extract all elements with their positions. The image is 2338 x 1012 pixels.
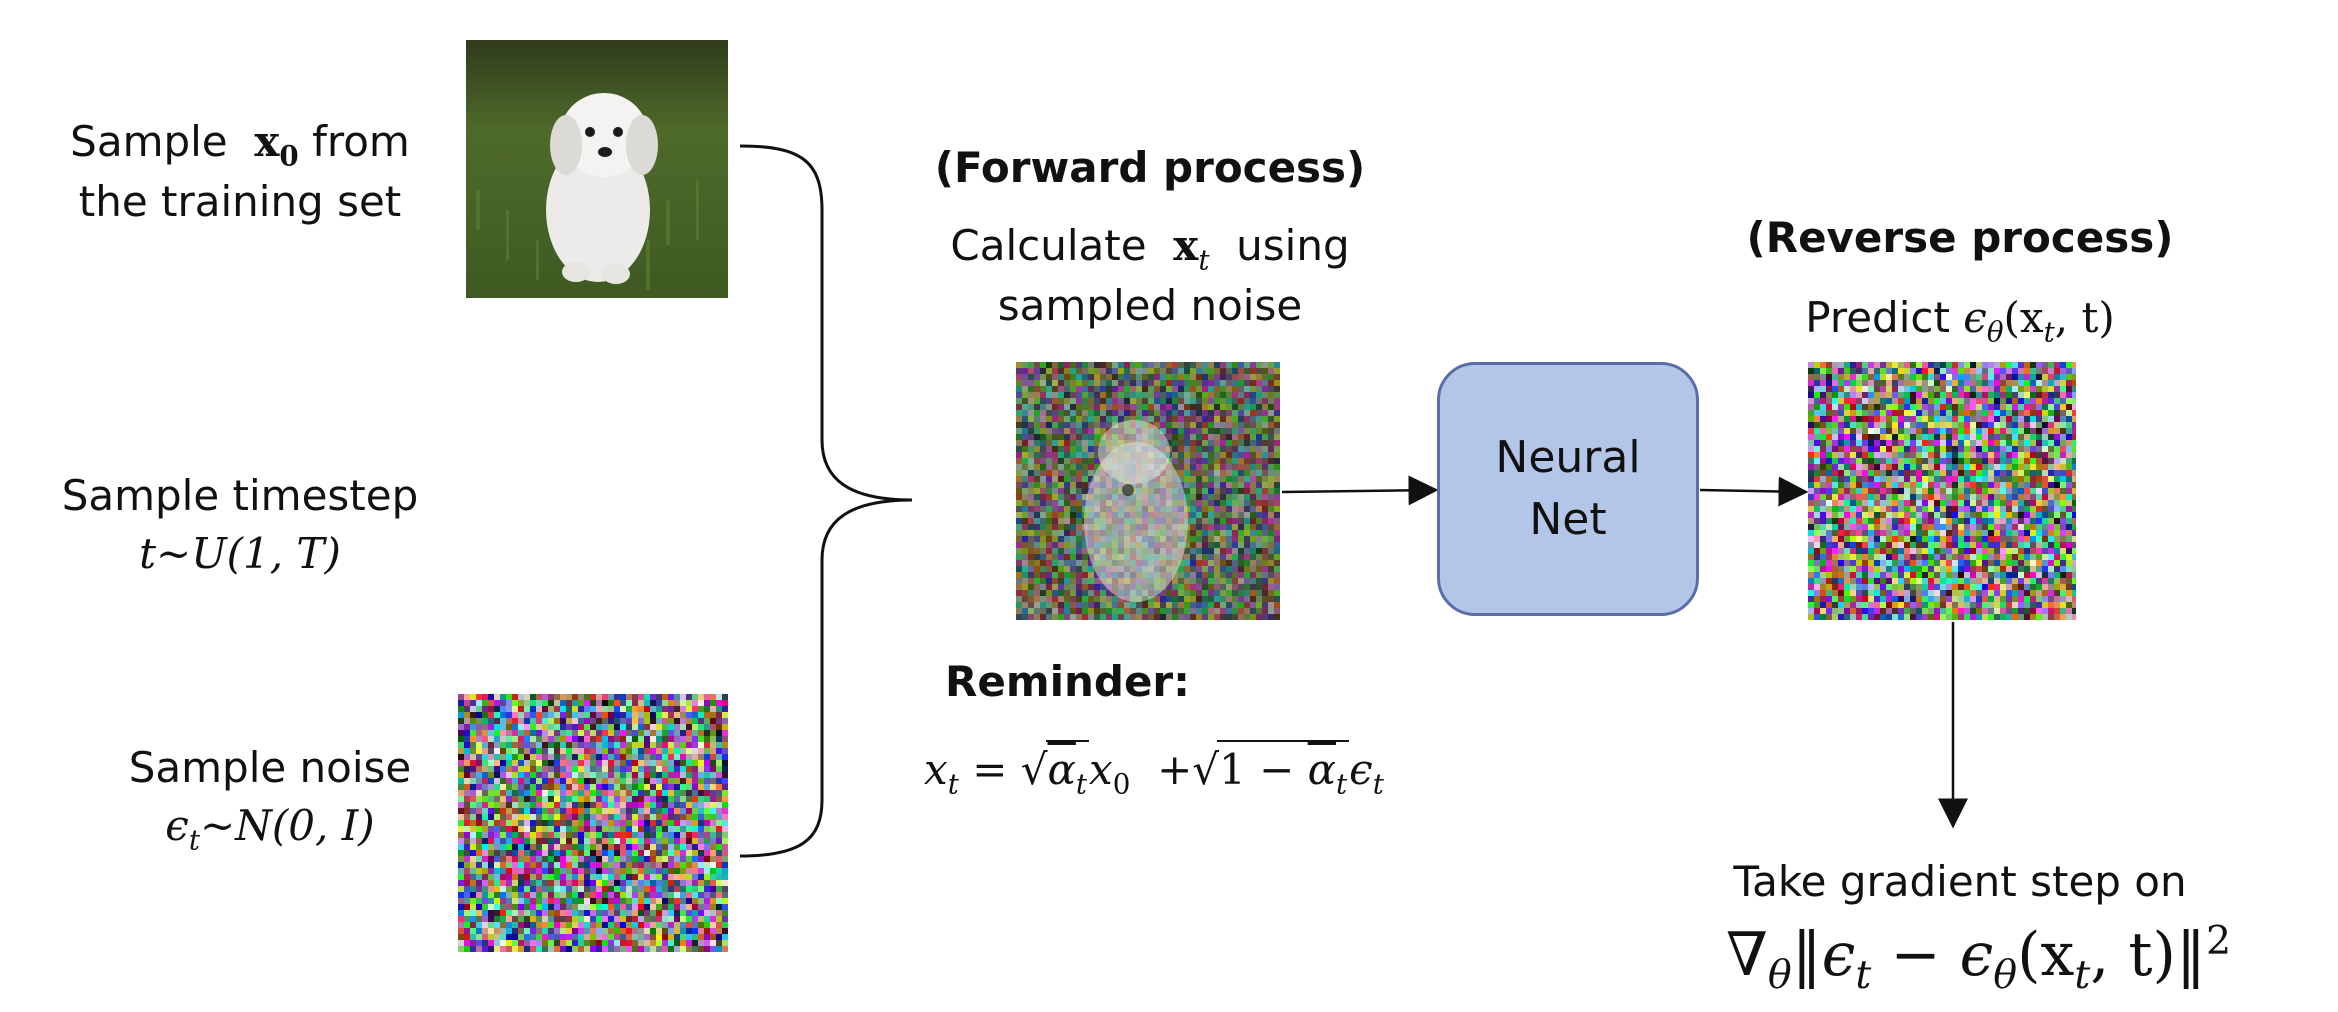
gradient-label: Take gradient step on xyxy=(1733,857,2187,906)
forward-process-heading: (Forward process) xyxy=(934,143,1366,192)
sample-timestep-label: Sample timestep t~U(1, T) xyxy=(40,466,440,582)
reverse-process-heading: (Reverse process) xyxy=(1746,213,2174,262)
dog-photo-image xyxy=(466,40,728,298)
neural-net-box: Neural Net xyxy=(1437,362,1699,616)
reminder-heading: Reminder: xyxy=(945,657,1190,706)
noise-left-canvas xyxy=(458,694,728,952)
neural-net-label: Neural Net xyxy=(1495,432,1641,545)
noisy-dog-canvas xyxy=(1016,362,1280,620)
noise-right-canvas xyxy=(1808,362,2076,620)
gaussian-noise-image xyxy=(458,694,728,952)
arrow-to-prediction xyxy=(1699,476,1809,507)
predicted-noise-image xyxy=(1808,362,2076,620)
forward-calc-label: Calculate xt using sampled noise xyxy=(950,221,1350,330)
arrow-to-network xyxy=(1281,475,1439,506)
sample-noise-label: Sample noise ϵt~N(0, I) xyxy=(128,743,412,857)
curly-brace xyxy=(739,144,913,858)
sample-x0-label: Sample x0 from the training set xyxy=(70,117,410,226)
noisy-dog-image xyxy=(1016,362,1280,620)
loss-expression: ∇θ‖ϵt − ϵθ(xt, t)‖2 xyxy=(1726,918,2232,998)
reminder-equation: xt = √αtx0 +√1 − αtϵt xyxy=(924,740,1384,798)
predict-label: Predict ϵθ(xt, t) xyxy=(1805,293,2115,349)
timestep-distribution: t~U(1, T) xyxy=(139,529,341,578)
